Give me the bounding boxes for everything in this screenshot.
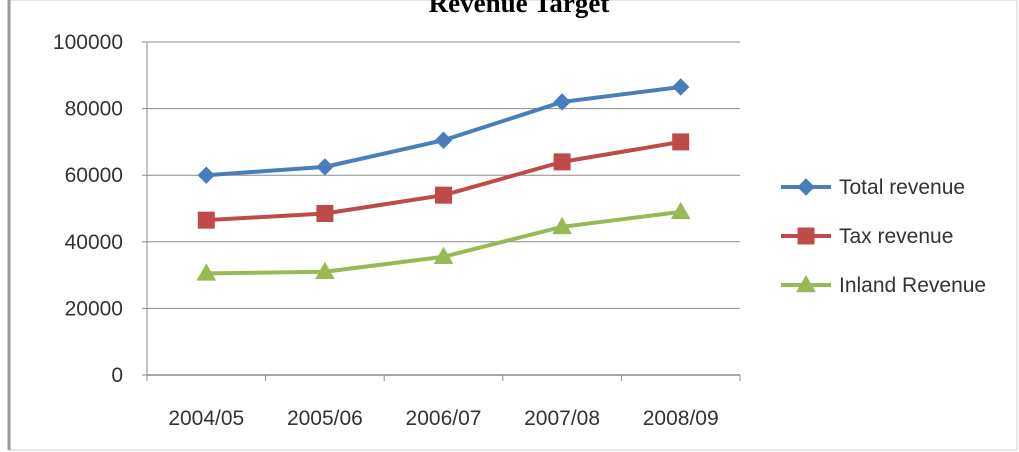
grid-layer <box>147 41 740 309</box>
legend-label: Inland Revenue <box>839 274 986 297</box>
legend: Total revenue Tax revenue Inland Revenue <box>781 176 986 297</box>
series-1 <box>197 133 690 229</box>
data-point <box>672 133 690 151</box>
data-point <box>434 131 453 149</box>
y-tick-label: 100000 <box>53 31 123 54</box>
x-tick-label: 2007/08 <box>524 407 600 430</box>
axis-layer: 0 20000 40000 60000 80000 100000 2004/05 2005/0… <box>53 31 741 430</box>
y-tick-label: 40000 <box>65 231 123 254</box>
legend-marker <box>796 274 816 293</box>
data-point <box>433 246 454 265</box>
data-point <box>552 216 572 235</box>
legend-item: Inland Revenue <box>781 274 986 297</box>
y-tick-label: 0 <box>111 364 123 387</box>
data-point <box>197 211 215 229</box>
y-tick-label: 60000 <box>65 164 123 187</box>
x-tick-label: 2005/06 <box>287 407 363 430</box>
x-tick-label: 2006/07 <box>406 407 482 430</box>
x-tick-label: 2008/09 <box>643 407 719 430</box>
y-tick-label: 80000 <box>65 98 123 121</box>
data-point <box>315 261 335 280</box>
data-point <box>197 166 216 184</box>
series-0 <box>197 78 690 184</box>
legend-item: Tax revenue <box>781 225 953 248</box>
legend-marker <box>797 227 815 245</box>
data-point <box>316 158 334 176</box>
legend-label: Tax revenue <box>839 225 953 248</box>
data-point <box>435 186 452 204</box>
legend-marker <box>797 178 815 196</box>
data-point <box>196 263 217 281</box>
data-point <box>316 204 334 222</box>
x-tick-label: 2004/05 <box>168 407 244 430</box>
data-point <box>671 78 690 96</box>
chart-title: Revenue Target <box>429 0 610 18</box>
series-2 <box>196 201 691 281</box>
data-point <box>553 93 571 111</box>
legend-label: Total revenue <box>839 176 965 199</box>
data-point <box>670 201 691 220</box>
y-tick-label: 20000 <box>65 297 123 320</box>
legend-item: Total revenue <box>781 176 965 199</box>
data-point <box>553 153 571 171</box>
series-layer <box>196 78 691 281</box>
